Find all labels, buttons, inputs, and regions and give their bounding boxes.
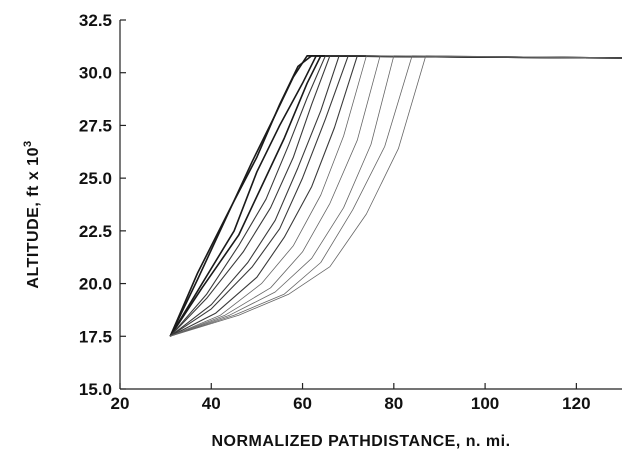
series-line xyxy=(169,54,623,337)
series-line xyxy=(169,54,623,337)
x-axis-ticks: 20 40 60 80 100 120 xyxy=(111,383,591,413)
series-line xyxy=(169,54,623,337)
x-tick-label: 60 xyxy=(293,394,312,413)
series-line xyxy=(169,55,623,337)
series-line xyxy=(169,55,623,337)
series-line xyxy=(170,55,623,337)
series-line xyxy=(170,55,623,337)
y-axis-label-exponent: 3 xyxy=(22,140,34,147)
y-tick-label: 17.5 xyxy=(79,327,112,346)
x-tick-label: 20 xyxy=(111,394,130,413)
y-axis-ticks: 15.0 17.5 20.0 22.5 25.0 27.5 30.0 32.5 xyxy=(79,11,126,399)
x-axis-label: NORMALIZED PATHDISTANCE, n. mi. xyxy=(211,433,510,450)
series-line xyxy=(169,55,623,337)
series-line xyxy=(170,55,623,337)
y-tick-label: 20.0 xyxy=(79,275,112,294)
x-tick-label: 40 xyxy=(202,394,221,413)
y-tick-label: 27.5 xyxy=(79,116,112,135)
series-line xyxy=(170,55,623,337)
y-tick-label: 30.0 xyxy=(79,64,112,83)
y-tick-label: 32.5 xyxy=(79,11,112,30)
series-line xyxy=(169,54,623,337)
series-line xyxy=(170,55,623,337)
y-axis-label-main: ALTITUDE, ft x 10 xyxy=(25,147,42,289)
axes xyxy=(119,20,622,390)
y-tick-label: 15.0 xyxy=(79,380,112,399)
y-tick-label: 22.5 xyxy=(79,222,112,241)
x-tick-label: 120 xyxy=(562,394,590,413)
series-line xyxy=(169,55,623,337)
y-axis-label: ALTITUDE, ft x 103 xyxy=(22,140,42,288)
x-tick-label: 80 xyxy=(384,394,403,413)
x-tick-label: 100 xyxy=(471,394,499,413)
series-lines xyxy=(169,54,623,337)
y-tick-label: 25.0 xyxy=(79,169,112,188)
series-line xyxy=(169,55,623,337)
